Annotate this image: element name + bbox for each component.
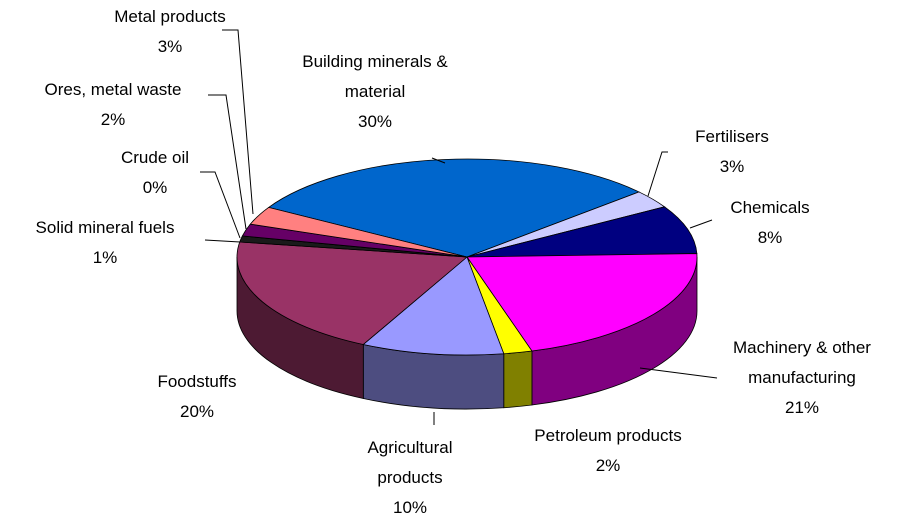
slice-value-label: 3% [720,157,745,176]
slice-label: Solid mineral fuels [36,218,175,237]
slice-label: Ores, metal waste [45,80,182,99]
slice-value-label: 3% [158,37,183,56]
slice [466,253,698,352]
slice [362,256,505,356]
slice [236,241,469,345]
slice-value-label: 20% [180,402,214,421]
leader-line [208,94,247,230]
slice [267,158,641,258]
slice-side [503,350,533,409]
slice-label: Chemicals [730,198,809,217]
slice-value-label: 21% [785,398,819,417]
slice [466,206,698,258]
slice-label: Metal products [114,7,226,26]
leader-line [222,29,254,215]
leader-line [200,171,241,239]
leader-line [647,151,668,197]
slice-label: Crude oil [121,148,189,167]
slice [249,206,468,258]
slice-label: Machinery & other manufacturing [733,338,871,387]
slice-value-label: 2% [596,456,621,475]
slice-value-label: 0% [143,178,168,197]
slice-label: Building minerals & material [302,52,448,101]
leader-line [204,239,241,243]
slice-value-label: 8% [758,228,783,247]
slice-label: Petroleum products [534,426,681,445]
slice-label: Agricultural products [367,438,452,487]
leader-line [639,367,718,379]
leader-line [689,219,713,229]
slice-value-label: 30% [358,112,392,131]
leader-line [431,157,446,164]
slice-value-label: 10% [393,498,427,517]
slice-label: Fertilisers [695,127,769,146]
slice-value-label: 1% [93,248,118,267]
slice-value-label: 2% [101,110,126,129]
slice-label: Foodstuffs [157,372,236,391]
